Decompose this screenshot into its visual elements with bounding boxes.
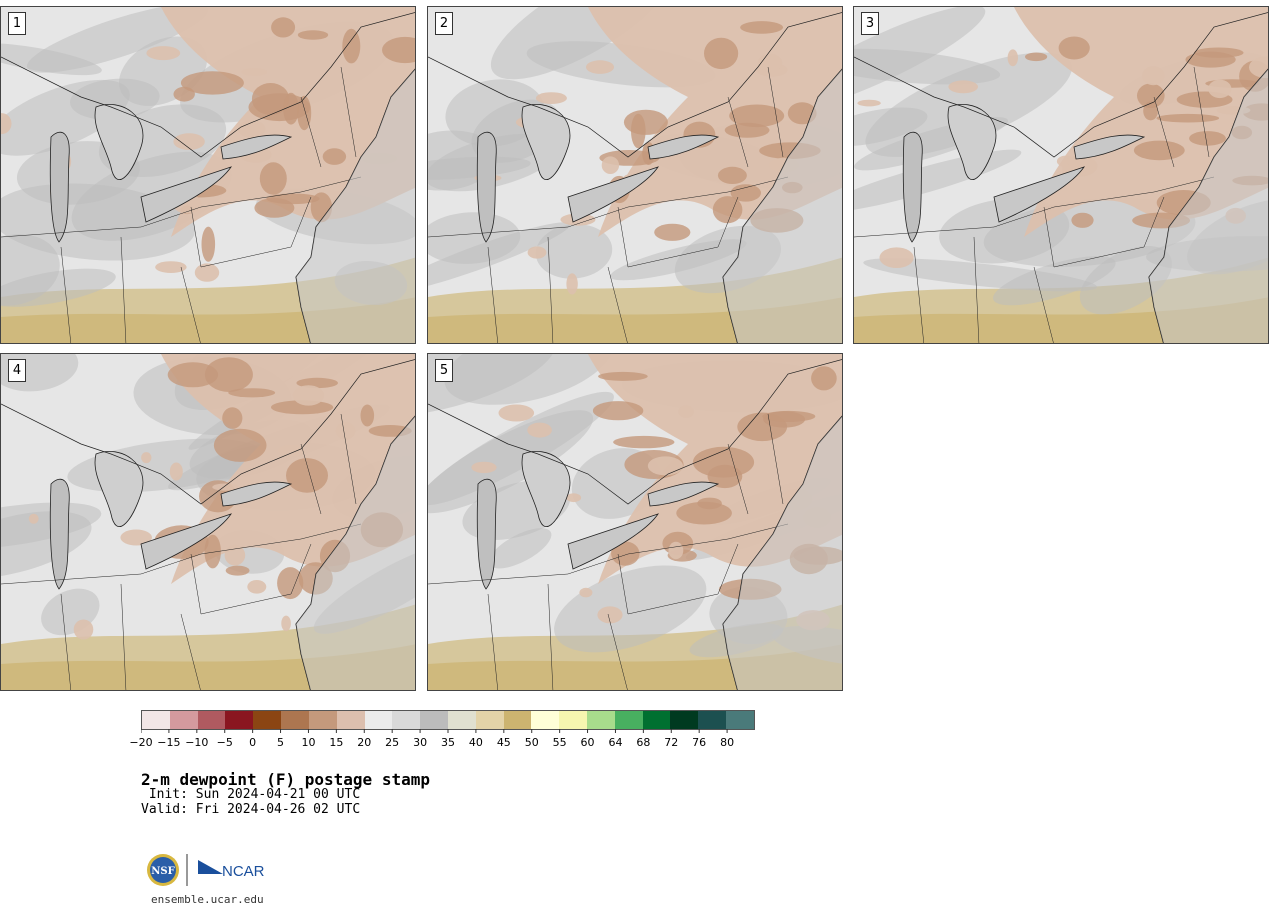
colorbar-tick-label: −20 <box>129 736 153 749</box>
panel-number-badge: 3 <box>861 12 879 35</box>
colorbar-segment <box>225 711 254 729</box>
dewpoint-map <box>1 7 415 343</box>
colorbar-segment <box>587 711 615 729</box>
colorbar-tick-label: 25 <box>385 736 400 749</box>
colorbar-segment <box>614 711 643 729</box>
colorbar-segment <box>169 711 198 729</box>
colorbar-segment <box>503 711 532 729</box>
colorbar-tick-label: 30 <box>413 736 428 749</box>
colorbar-segment <box>698 711 727 729</box>
map-panel-2: 2 <box>427 6 843 344</box>
colorbar-tick-label: 64 <box>608 736 623 749</box>
colorbar-tick-label: 72 <box>664 736 679 749</box>
valid-time: Valid: Fri 2024-04-26 02 UTC <box>141 802 361 817</box>
colorbar-segment <box>281 711 309 729</box>
colorbar-tick-label: −5 <box>216 736 233 749</box>
map-panel-5: 5 <box>427 353 843 691</box>
nsf-logo: NSF <box>147 854 179 886</box>
dewpoint-map <box>854 7 1268 343</box>
panel-number-badge: 5 <box>435 359 453 382</box>
panel-number-badge: 2 <box>435 12 453 35</box>
colorbar-tick-label: 76 <box>692 736 707 749</box>
colorbar-tick-label: 80 <box>720 736 735 749</box>
colorbar-segment <box>308 711 337 729</box>
colorbar-tick-label: 10 <box>301 736 316 749</box>
colorbar-tick-label: 55 <box>552 736 567 749</box>
colorbar-segment <box>531 711 560 729</box>
colorbar-tick-label: 40 <box>468 736 483 749</box>
colorbar-tick-marks <box>141 729 728 733</box>
colorbar-tick-label: 15 <box>329 736 344 749</box>
colorbar-tick-label: 20 <box>357 736 372 749</box>
dewpoint-map <box>428 7 842 343</box>
colorbar-segment <box>726 711 754 729</box>
sponsor-logos: NSF NCAR <box>147 854 265 886</box>
ncar-logo: NCAR <box>198 860 265 880</box>
colorbar-tick-label: 45 <box>496 736 511 749</box>
panel-number-badge: 4 <box>8 359 26 382</box>
colorbar-tick-label: −10 <box>185 736 209 749</box>
colorbar-segment <box>392 711 421 729</box>
colorbar-segment <box>142 711 170 729</box>
colorbar-segment <box>447 711 476 729</box>
site-url: ensemble.ucar.edu <box>151 893 264 906</box>
colorbar-segment <box>336 711 365 729</box>
dewpoint-map <box>428 354 842 690</box>
map-panel-4: 4 <box>0 353 416 691</box>
init-time: Init: Sun 2024-04-21 00 UTC <box>141 787 361 802</box>
svg-text:NCAR: NCAR <box>222 863 265 880</box>
colorbar-segment <box>475 711 504 729</box>
colorbar-segment <box>670 711 699 729</box>
colorbar-tick-label: −15 <box>157 736 181 749</box>
colorbar-tick-label: 60 <box>580 736 595 749</box>
map-panel-3: 3 <box>853 6 1269 344</box>
chart-title: 2-m dewpoint (F) postage stamp <box>141 770 430 789</box>
colorbar-tick-label: 50 <box>524 736 539 749</box>
colorbar-segment <box>253 711 282 729</box>
panel-number-badge: 1 <box>8 12 26 35</box>
dewpoint-map <box>1 354 415 690</box>
colorbar-segment <box>642 711 671 729</box>
colorbar-tick-label: 0 <box>249 736 257 749</box>
colorbar-segment <box>364 711 393 729</box>
colorbar <box>141 710 755 730</box>
map-panel-1: 1 <box>0 6 416 344</box>
svg-text:NSF: NSF <box>151 866 174 877</box>
colorbar-tick-label: 35 <box>441 736 455 749</box>
colorbar-segment <box>420 711 448 729</box>
colorbar-segment <box>559 711 587 729</box>
colorbar-segment <box>197 711 226 729</box>
colorbar-tick-labels: −20 −15 −10 −5 0 5 10 15 20 25 30 35 40 45 50 55 60 64 68 7… <box>129 736 770 750</box>
colorbar-tick-label: 5 <box>277 736 285 749</box>
colorbar-tick-label: 68 <box>636 736 651 749</box>
